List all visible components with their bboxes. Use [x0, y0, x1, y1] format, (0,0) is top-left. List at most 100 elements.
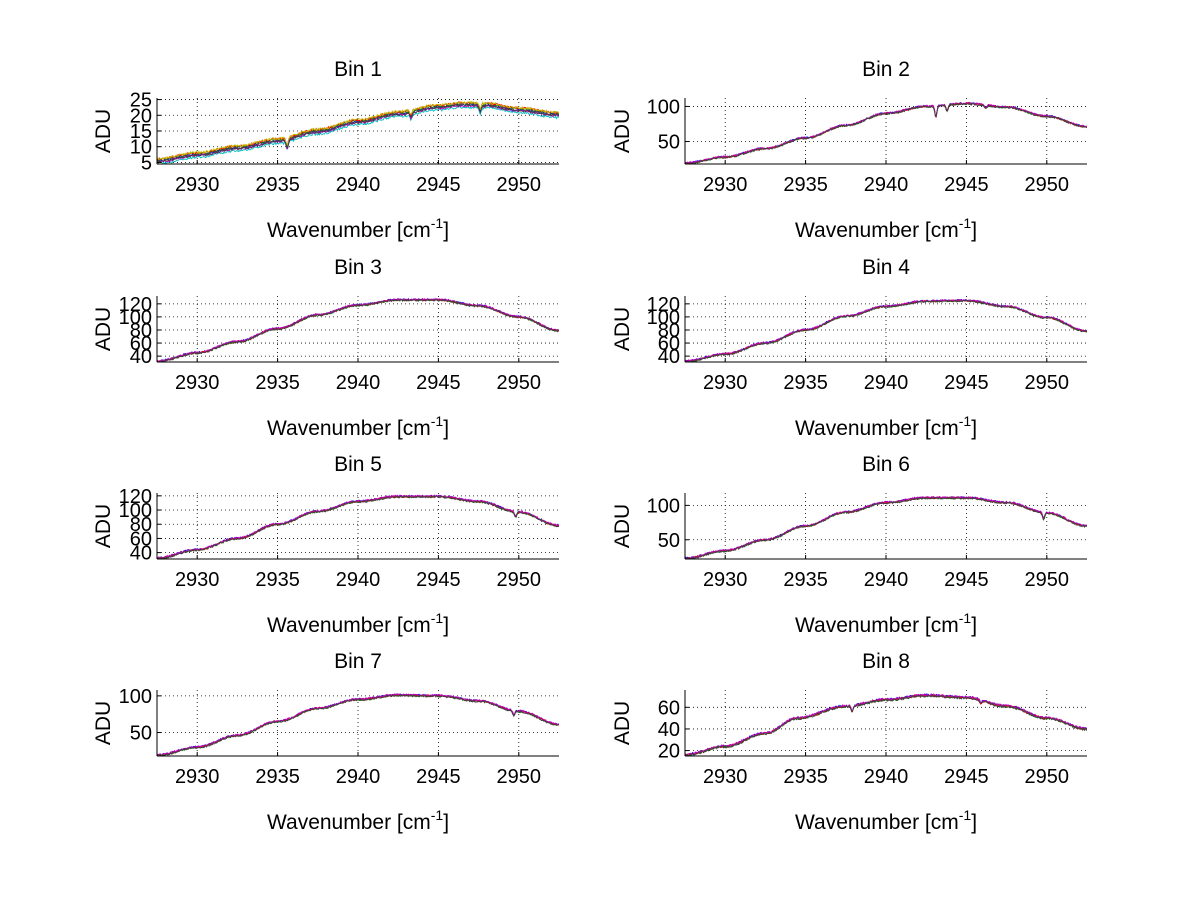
y-tick-label: 80 — [658, 320, 680, 342]
y-tick-label: 100 — [647, 307, 680, 329]
x-tick-label: 2945 — [944, 569, 989, 591]
y-tick-label: 120 — [119, 486, 152, 508]
y-tick-label: 50 — [658, 132, 680, 154]
x-tick-label: 2940 — [864, 372, 909, 394]
x-tick-label: 2945 — [416, 174, 461, 196]
x-axis-label: Wavenumber [cm-1] — [795, 807, 977, 834]
subplot-2: 2930 2935 2940 2945 2950 50 100 Bin 2 Wavenumber… — [611, 58, 1087, 242]
x-tick-label: 2950 — [497, 372, 542, 394]
y-tick-label: 20 — [658, 741, 680, 763]
x-tick-label: 2950 — [1025, 766, 1070, 788]
x-tick-label: 2930 — [175, 766, 220, 788]
series-line-5 — [685, 496, 1087, 559]
series-line-5 — [685, 694, 1087, 756]
series-group — [157, 100, 559, 164]
series-line-5 — [157, 495, 559, 559]
y-tick-label: 120 — [647, 294, 680, 316]
y-tick-label: 40 — [658, 719, 680, 741]
x-tick-label: 2935 — [255, 766, 300, 788]
series-group — [685, 101, 1087, 164]
x-tick-label: 2930 — [175, 569, 220, 591]
y-tick-label: 10 — [130, 137, 152, 159]
x-tick-label: 2950 — [1025, 174, 1070, 196]
y-tick-label: 40 — [130, 346, 152, 368]
y-tick-label: 60 — [130, 528, 152, 550]
y-tick-label: 60 — [658, 333, 680, 355]
x-tick-label: 2945 — [944, 766, 989, 788]
y-axis-label: ADU — [611, 701, 634, 745]
subplot-7: 2930 2935 2940 2945 2950 50 100 Bin 7 Wavenumber… — [92, 650, 559, 834]
y-tick-label: 80 — [130, 320, 152, 342]
x-tick-label: 2945 — [416, 766, 461, 788]
series-line-7 — [157, 103, 559, 164]
subplot-title: Bin 7 — [334, 650, 382, 673]
x-axis-label: Wavenumber [cm-1] — [267, 807, 449, 834]
y-tick-label: 100 — [119, 500, 152, 522]
x-tick-label: 2930 — [703, 372, 748, 394]
y-tick-label: 100 — [647, 495, 680, 517]
series-group — [685, 298, 1087, 362]
y-tick-label: 20 — [130, 105, 152, 127]
x-tick-label: 2930 — [175, 174, 220, 196]
y-tick-label: 120 — [119, 294, 152, 316]
x-tick-label: 2940 — [336, 766, 381, 788]
x-tick-label: 2950 — [497, 766, 542, 788]
y-tick-label: 60 — [658, 697, 680, 719]
series-line-5 — [685, 102, 1087, 164]
x-tick-label: 2950 — [1025, 372, 1070, 394]
x-tick-label: 2930 — [175, 372, 220, 394]
x-tick-label: 2950 — [1025, 569, 1070, 591]
y-tick-label: 50 — [658, 530, 680, 552]
series-line-4 — [157, 494, 559, 559]
y-axis-label: ADU — [611, 109, 634, 153]
subplot-title: Bin 1 — [334, 58, 382, 81]
y-axis-label: ADU — [611, 307, 634, 351]
series-group — [157, 693, 559, 756]
x-tick-label: 2935 — [783, 569, 828, 591]
y-axis-label: ADU — [92, 307, 115, 351]
subplot-6: 2930 2935 2940 2945 2950 50 100 Bin 6 Wavenumber… — [611, 453, 1087, 637]
subplot-title: Bin 3 — [334, 256, 382, 279]
subplot-title: Bin 5 — [334, 453, 382, 476]
series-line-4 — [685, 495, 1087, 559]
x-tick-label: 2945 — [416, 372, 461, 394]
subplot-title: Bin 2 — [862, 58, 910, 81]
series-line-4 — [157, 105, 559, 164]
x-tick-label: 2950 — [497, 174, 542, 196]
x-tick-label: 2940 — [336, 569, 381, 591]
y-axis-label: ADU — [611, 504, 634, 548]
x-tick-label: 2945 — [944, 372, 989, 394]
x-tick-label: 2935 — [783, 372, 828, 394]
x-axis-label: Wavenumber [cm-1] — [795, 215, 977, 242]
y-tick-label: 15 — [130, 121, 152, 143]
y-tick-label: 25 — [130, 90, 152, 112]
y-axis-label: ADU — [92, 504, 115, 548]
y-tick-label: 40 — [130, 543, 152, 565]
y-tick-label: 5 — [141, 152, 152, 174]
subplot-title: Bin 8 — [862, 650, 910, 673]
x-tick-label: 2950 — [497, 569, 542, 591]
y-axis-label: ADU — [92, 701, 115, 745]
x-tick-label: 2940 — [864, 174, 909, 196]
x-tick-label: 2940 — [864, 569, 909, 591]
y-tick-label: 100 — [119, 307, 152, 329]
series-group — [685, 495, 1087, 559]
subplot-title: Bin 4 — [862, 256, 910, 279]
series-line-4 — [685, 101, 1087, 164]
y-tick-label: 60 — [130, 333, 152, 355]
series-line-5 — [157, 693, 559, 756]
series-line-5 — [685, 299, 1087, 362]
y-tick-label: 40 — [658, 346, 680, 368]
x-tick-label: 2930 — [703, 766, 748, 788]
y-tick-label: 50 — [130, 723, 152, 745]
x-tick-label: 2935 — [255, 569, 300, 591]
y-tick-label: 100 — [119, 686, 152, 708]
series-line-5 — [157, 298, 559, 362]
x-tick-label: 2935 — [783, 174, 828, 196]
x-tick-label: 2945 — [416, 569, 461, 591]
